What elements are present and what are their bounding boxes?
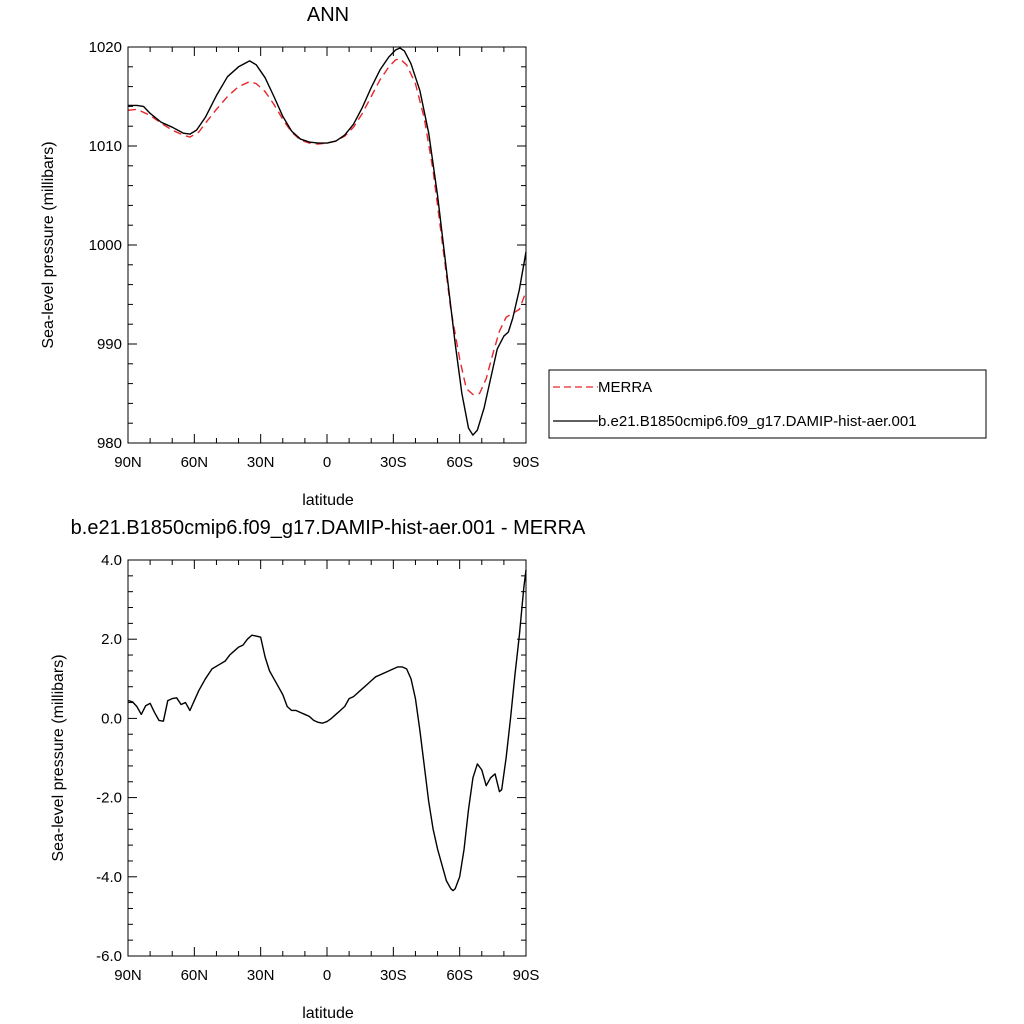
bottom-chart-xlabel: latitude <box>302 1005 354 1022</box>
series-line-merra <box>127 58 527 396</box>
top-chart-title: ANN <box>307 4 349 26</box>
y-tick-label: 4.0 <box>101 552 122 569</box>
y-tick-label: -4.0 <box>96 869 122 886</box>
x-tick-label: 60N <box>181 967 209 984</box>
x-tick-label: 60N <box>181 454 209 471</box>
y-tick-label: 2.0 <box>101 631 122 648</box>
bottom-chart: b.e21.B1850cmip6.f09_g17.DAMIP-hist-aer.… <box>50 517 586 1022</box>
legend-box <box>548 369 987 439</box>
top-chart-series <box>127 47 527 436</box>
top-chart: ANN 90N 60N 30N 0 30S 60S 90S 980 990 1000 1010 102… <box>40 4 539 509</box>
y-tick-label: 990 <box>97 336 122 353</box>
x-tick-label: 90S <box>513 454 540 471</box>
x-tick-label: 60S <box>446 454 473 471</box>
x-tick-label: 60S <box>446 967 473 984</box>
series-line-model <box>128 47 527 436</box>
bottom-chart-title: b.e21.B1850cmip6.f09_g17.DAMIP-hist-aer.… <box>71 517 586 539</box>
top-chart-xlabel: latitude <box>302 492 354 509</box>
x-tick-label: 0 <box>323 454 331 471</box>
y-tick-label: 980 <box>97 435 122 452</box>
legend-model-label: b.e21.B1850cmip6.f09_g17.DAMIP-hist-aer.… <box>598 413 917 430</box>
y-tick-label: -6.0 <box>96 948 122 965</box>
x-tick-label: 0 <box>323 967 331 984</box>
x-tick-label: 30N <box>247 454 275 471</box>
y-tick-label: 0.0 <box>101 710 122 727</box>
y-tick-label: 1020 <box>89 39 122 56</box>
x-tick-label: 30S <box>380 967 407 984</box>
x-tick-label: 90N <box>114 967 142 984</box>
x-tick-label: 30S <box>380 454 407 471</box>
legend-merra-label: MERRA <box>598 379 652 396</box>
bottom-chart-frame <box>127 559 527 957</box>
x-tick-label: 90S <box>513 967 540 984</box>
y-tick-label: 1010 <box>89 138 122 155</box>
x-tick-label: 30N <box>247 967 275 984</box>
bottom-chart-series <box>127 569 527 892</box>
x-tick-label: 90N <box>114 454 142 471</box>
top-chart-ylabel: Sea-level pressure (millibars) <box>40 141 57 348</box>
legend: MERRA b.e21.B1850cmip6.f09_g17.DAMIP-his… <box>548 369 987 439</box>
y-tick-label: -2.0 <box>96 790 122 807</box>
y-tick-label: 1000 <box>89 237 122 254</box>
bottom-chart-ylabel: Sea-level pressure (millibars) <box>50 654 67 861</box>
series-line-difference <box>127 569 527 892</box>
bottom-chart-ticks: 90N 60N 30N 0 30S 60S 90S -6.0 -4.0 -2.0 0.0 2.0 4.0 <box>96 552 539 984</box>
top-chart-frame <box>127 46 527 444</box>
top-chart-ticks: 90N 60N 30N 0 30S 60S 90S 980 990 1000 1010 1020 <box>89 39 540 471</box>
